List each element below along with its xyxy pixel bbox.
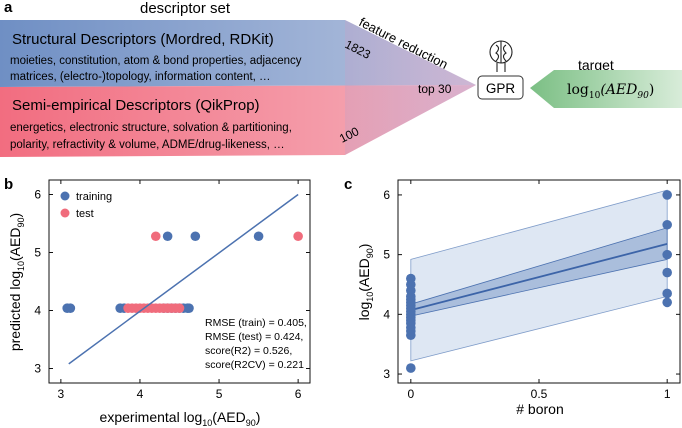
x-tick-label: 3 <box>58 387 65 401</box>
regression-line <box>410 243 668 312</box>
panel-c-points <box>406 190 672 373</box>
panel-b-legend: training test <box>60 191 112 220</box>
data-point <box>174 303 185 313</box>
panel-b-axes <box>48 179 311 384</box>
panel-a: a descriptor set Structural Descriptors … <box>0 0 682 157</box>
target-arrow <box>530 70 682 108</box>
data-point <box>190 231 201 242</box>
data-point <box>150 231 161 242</box>
data-point <box>293 231 303 242</box>
y-tick-label: 6 <box>34 188 41 202</box>
y-tick-label: 6 <box>383 188 390 202</box>
panel-c-ylabel: log10(AED90) <box>356 244 375 321</box>
panel-c-xlabel: # boron <box>516 401 563 417</box>
data-point <box>184 303 194 313</box>
x-tick-label: 0.5 <box>531 387 548 401</box>
data-point <box>662 297 672 308</box>
semiempirical-line1: energetics, electronic structure, solvat… <box>10 122 292 134</box>
top-n-label: top 30 <box>418 82 452 96</box>
gpr-box <box>477 75 524 100</box>
panel-b-xlabel: experimental log10(AED90) <box>100 409 261 428</box>
y-tick-label: 3 <box>383 367 390 381</box>
data-point <box>253 231 264 242</box>
panel-b-ylabel: predicted log10(AED90) <box>7 213 26 351</box>
panel-a-label: a <box>4 0 13 16</box>
legend-test-label: test <box>76 208 94 220</box>
legend-test-marker <box>60 208 70 218</box>
x-tick-label: 5 <box>216 387 223 401</box>
legend-training-label: training <box>76 191 112 203</box>
data-point <box>662 249 672 260</box>
descriptor-set-title: descriptor set <box>140 0 231 17</box>
structural-title: Structural Descriptors (Mordred, RDKit) <box>12 31 274 48</box>
panel-b-metrics: RMSE (train) = 0.405, RMSE (test) = 0.42… <box>205 317 307 371</box>
y-tick-label: 3 <box>34 362 41 376</box>
brain-icon <box>489 40 513 72</box>
panel-c-ticks: 0 0.5 1 3 4 5 6 <box>383 180 680 401</box>
panel-c-label: c <box>344 176 352 193</box>
data-point <box>65 303 76 313</box>
structural-line1: moieties, constitution, atom & bond prop… <box>10 55 302 67</box>
gpr-label: GPR <box>486 81 516 96</box>
metric-score-r2cv: score(R2CV) = 0.221 <box>205 359 304 371</box>
metric-score-r2: score(R2) = 0.526, <box>205 345 292 357</box>
data-point <box>662 267 672 278</box>
semiempirical-title: Semi-empirical Descriptors (QikProp) <box>12 97 260 114</box>
panel-b-label: b <box>4 176 13 193</box>
x-tick-label: 0 <box>407 387 414 401</box>
panel-c: c 0 0.5 1 3 4 5 6 # boron log10(AED90) <box>344 176 681 417</box>
semiempirical-line2: polarity, refractivity & volume, ADME/dr… <box>10 139 285 151</box>
feature-reduction-wedge <box>345 20 476 155</box>
target-expression: log10(AED90) <box>567 82 654 101</box>
metric-rmse-test: RMSE (test) = 0.424, <box>205 331 303 343</box>
data-point <box>162 231 173 242</box>
data-point <box>662 190 672 200</box>
data-point <box>406 273 416 284</box>
panel-b-ticks: 3 4 5 6 3 4 5 6 <box>34 180 310 401</box>
data-point <box>406 363 416 373</box>
x-tick-label: 6 <box>295 387 302 401</box>
panel-b-fit-line <box>68 193 299 365</box>
data-point <box>662 288 672 299</box>
target-title: target <box>578 57 614 73</box>
x-tick-label: 1 <box>664 387 671 401</box>
y-tick-label: 5 <box>383 248 390 262</box>
x-tick-label: 4 <box>137 387 144 401</box>
panel-b-points <box>62 231 303 313</box>
y-tick-label: 5 <box>34 246 41 260</box>
structural-line2: matrices, (electro-)topology, informatio… <box>10 71 271 83</box>
legend-training-marker <box>60 191 70 201</box>
metric-rmse-train: RMSE (train) = 0.405, <box>205 317 307 329</box>
y-tick-label: 4 <box>383 307 390 321</box>
data-point <box>662 219 672 230</box>
panel-b: b 3 4 5 6 3 4 5 6 training test RMSE (train) = … <box>4 176 311 428</box>
y-tick-label: 4 <box>34 304 41 318</box>
